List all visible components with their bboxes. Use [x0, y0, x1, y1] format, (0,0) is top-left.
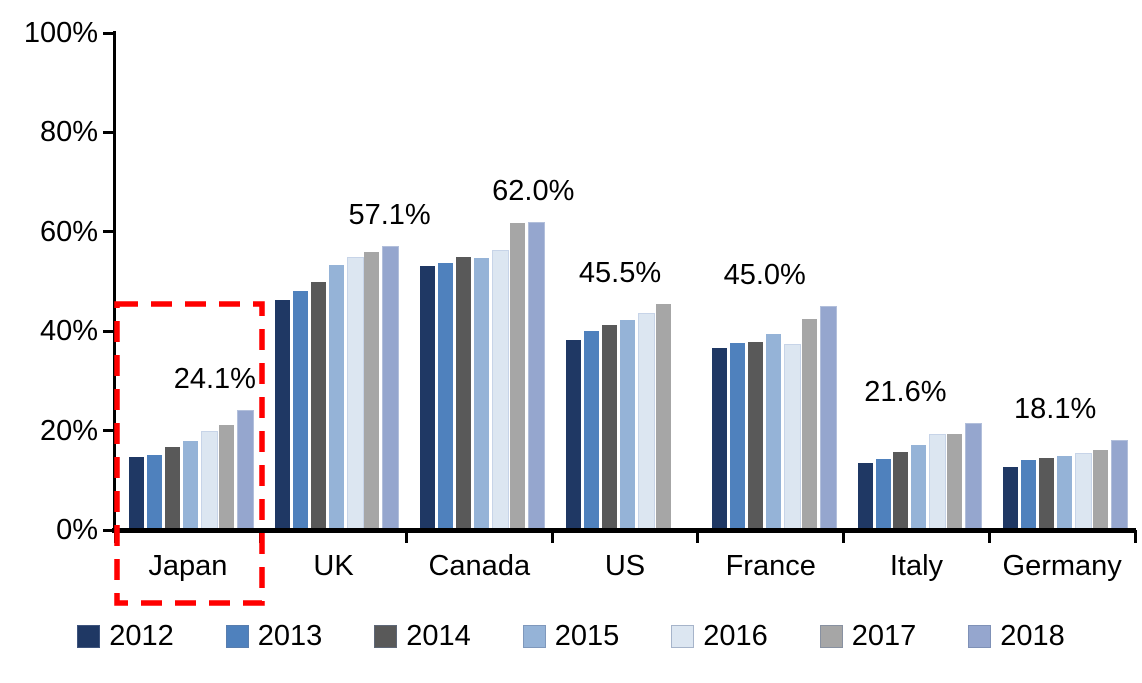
bar-us-2013	[584, 331, 600, 530]
highlight-box	[114, 301, 265, 606]
legend-item-2016: 2016	[671, 620, 768, 652]
legend-label-2013: 2013	[257, 620, 323, 652]
bar-japan-2017	[218, 425, 234, 530]
legend-swatch-2016	[671, 624, 695, 648]
data-label-japan: 24.1%	[173, 363, 256, 396]
bar-germany-2014	[1039, 457, 1055, 530]
legend-swatch-2013	[225, 624, 249, 648]
legend-label-2016: 2016	[703, 620, 768, 652]
category-label-us: US	[604, 550, 646, 582]
category-label-canada: Canada	[428, 550, 531, 582]
bar-us-2014	[602, 325, 618, 530]
bar-france-2015	[765, 334, 781, 530]
y-axis-label: 60%	[39, 215, 98, 248]
bar-italy-2013	[875, 459, 891, 530]
bar-japan-2014	[164, 446, 180, 530]
legend-label-2017: 2017	[851, 620, 917, 652]
bar-france-2012	[711, 348, 727, 530]
bar-italy-2015	[911, 444, 927, 530]
legend-swatch-2018	[968, 624, 992, 648]
legend-item-2018: 2018	[968, 620, 1065, 652]
category-label-uk: UK	[313, 550, 354, 582]
y-axis-label: 0%	[56, 514, 98, 546]
legend-item-2012: 2012	[77, 620, 174, 652]
bar-uk-2017	[364, 251, 380, 530]
y-axis-label: 100%	[23, 17, 98, 49]
bar-uk-2015	[328, 265, 344, 530]
data-label-canada: 62.0%	[492, 174, 575, 207]
bar-japan-2012	[129, 456, 144, 530]
y-axis-label: 20%	[39, 414, 98, 447]
x-axis-tick	[696, 530, 700, 543]
bar-us-2012	[566, 340, 582, 530]
bar-japan-2013	[146, 454, 162, 530]
y-axis-tick	[103, 329, 116, 333]
bar-france-2014	[747, 342, 763, 530]
y-axis-tick	[103, 528, 116, 532]
y-axis-line	[113, 31, 116, 532]
data-label-us: 45.5%	[578, 256, 662, 289]
legend-item-2013: 2013	[225, 620, 323, 652]
bar-us-2015	[619, 319, 635, 530]
legend-label-2018: 2018	[1000, 620, 1065, 652]
bar-italy-2012	[857, 462, 873, 530]
bar-canada-2014	[456, 256, 472, 530]
bar-uk-2014	[310, 281, 326, 530]
x-axis-tick	[842, 530, 846, 543]
bar-canada-2015	[474, 258, 490, 530]
x-axis-line	[112, 528, 1136, 533]
bar-germany-2015	[1057, 456, 1073, 530]
category-label-germany: Germany	[1002, 550, 1122, 582]
legend-item-2014: 2014	[374, 620, 471, 652]
y-axis-label: 40%	[39, 315, 98, 348]
bar-germany-2012	[1003, 467, 1019, 530]
bar-italy-2017	[947, 433, 963, 530]
bar-japan-2015	[182, 440, 198, 530]
legend-label-2015: 2015	[554, 620, 620, 652]
data-label-france: 45.0%	[723, 259, 806, 292]
category-label-france: France	[725, 550, 816, 582]
y-axis-tick	[103, 31, 116, 35]
data-label-italy: 21.6%	[864, 375, 947, 408]
x-axis-tick	[550, 530, 554, 543]
data-label-uk: 57.1%	[348, 199, 431, 232]
bar-germany-2017	[1093, 449, 1109, 530]
bar-canada-2017	[510, 223, 526, 530]
legend-item-2017: 2017	[819, 620, 917, 652]
y-axis-tick	[103, 130, 116, 134]
bar-france-2017	[801, 319, 817, 530]
bar-us-2017	[655, 303, 671, 530]
x-axis-tick	[987, 530, 991, 543]
legend-swatch-2015	[522, 624, 546, 648]
x-axis-tick	[1133, 530, 1137, 543]
bar-germany-2013	[1021, 459, 1037, 530]
legend-item-2015: 2015	[522, 620, 620, 652]
category-label-italy: Italy	[889, 550, 944, 582]
legend-swatch-2012	[77, 624, 101, 648]
legend: 2012 2013 2014 2015 2016 2017 2018	[0, 620, 1142, 652]
legend-swatch-2017	[819, 624, 843, 648]
legend-label-2012: 2012	[109, 620, 174, 652]
y-axis-tick	[103, 429, 116, 433]
legend-swatch-2014	[374, 624, 398, 648]
bar-canada-2013	[438, 263, 454, 530]
legend-label-2014: 2014	[406, 620, 471, 652]
y-axis-tick	[103, 230, 116, 234]
bar-uk-2012	[274, 299, 290, 530]
category-label-japan: Japan	[148, 550, 228, 582]
bar-uk-2013	[292, 291, 308, 530]
x-axis-tick	[404, 530, 408, 543]
y-axis-label: 80%	[39, 116, 98, 149]
bar-france-2013	[729, 342, 745, 530]
bar-italy-2014	[893, 452, 909, 530]
data-label-germany: 18.1%	[1014, 393, 1097, 426]
bar-canada-2012	[420, 266, 436, 530]
